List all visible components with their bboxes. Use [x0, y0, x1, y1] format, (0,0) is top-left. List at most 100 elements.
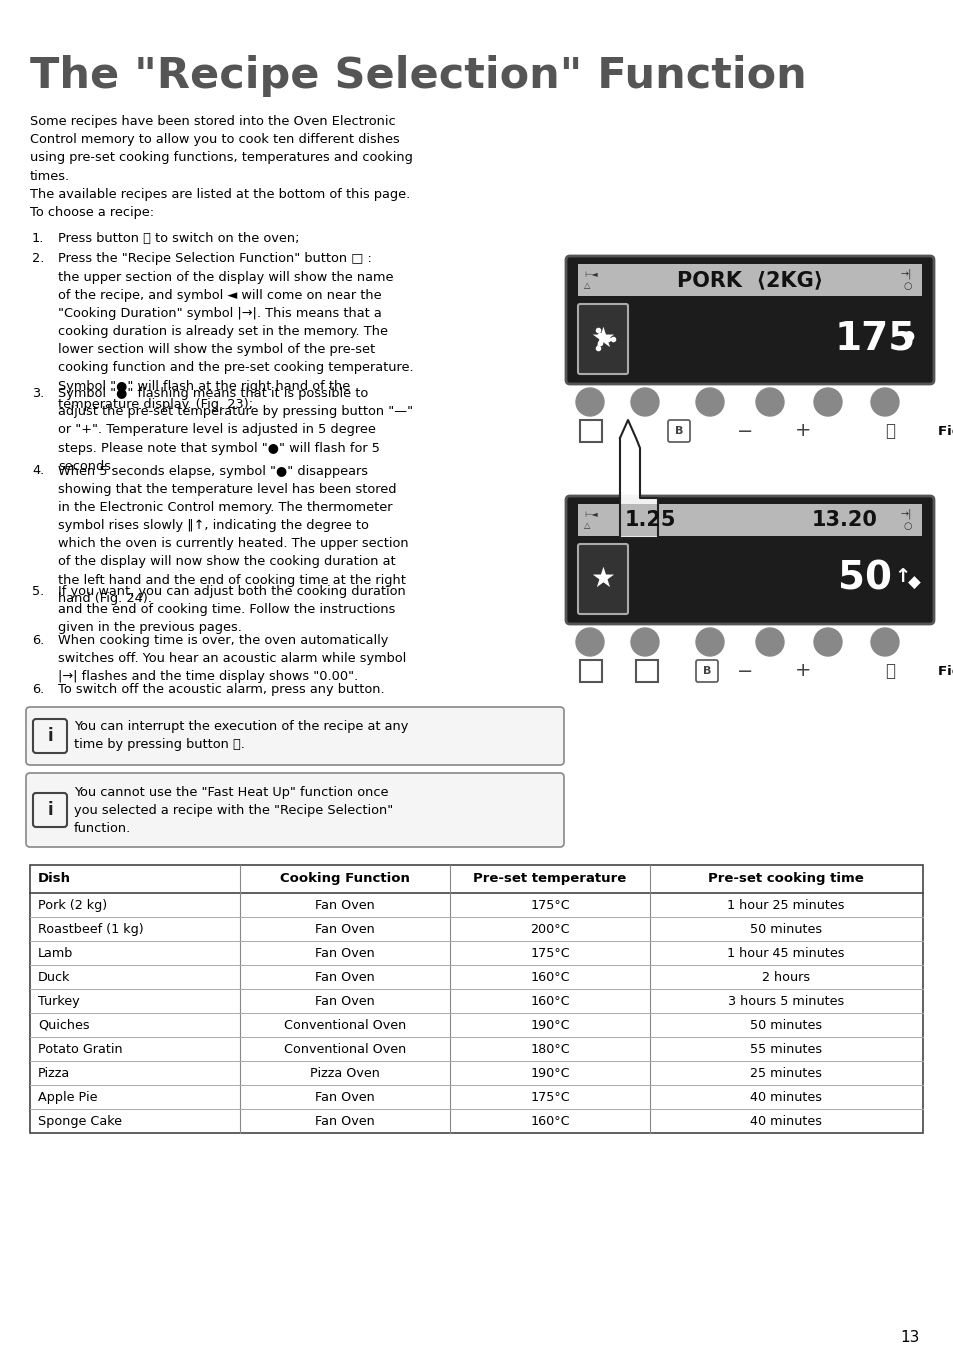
Text: Apple Pie: Apple Pie: [38, 1092, 97, 1104]
Text: 175°C: 175°C: [530, 947, 569, 961]
Text: Lamb: Lamb: [38, 947, 73, 961]
Text: Fan Oven: Fan Oven: [314, 923, 375, 936]
Text: →|
○: →| ○: [900, 508, 911, 531]
Text: ●: ●: [901, 328, 913, 342]
Text: Quiches: Quiches: [38, 1019, 90, 1032]
FancyBboxPatch shape: [26, 773, 563, 847]
Text: ⊢◄
△: ⊢◄ △: [583, 270, 598, 289]
Circle shape: [576, 388, 603, 416]
Text: 13: 13: [900, 1329, 919, 1346]
Text: 160°C: 160°C: [530, 994, 569, 1008]
Text: 1.25: 1.25: [623, 509, 675, 530]
Text: If you want, you can adjust both the cooking duration
and the end of cooking tim: If you want, you can adjust both the coo…: [58, 585, 405, 635]
Text: 175: 175: [834, 320, 915, 358]
Circle shape: [576, 628, 603, 657]
Text: 2.: 2.: [32, 253, 45, 265]
Text: When 5 seconds elapse, symbol "●" disappears
showing that the temperature level : When 5 seconds elapse, symbol "●" disapp…: [58, 465, 408, 605]
Text: Fan Oven: Fan Oven: [314, 994, 375, 1008]
Text: 3.: 3.: [32, 386, 44, 400]
FancyBboxPatch shape: [33, 793, 67, 827]
Text: Conventional Oven: Conventional Oven: [284, 1043, 406, 1056]
Text: i: i: [47, 801, 52, 819]
Text: 175°C: 175°C: [530, 1092, 569, 1104]
Text: 160°C: 160°C: [530, 1115, 569, 1128]
Text: 50 minutes: 50 minutes: [749, 1019, 821, 1032]
Text: Potato Gratin: Potato Gratin: [38, 1043, 123, 1056]
Text: 13.20: 13.20: [811, 509, 877, 530]
Text: 175°C: 175°C: [530, 898, 569, 912]
Text: Dish: Dish: [38, 871, 71, 885]
Text: ◆: ◆: [906, 574, 920, 592]
Bar: [579, 661, 601, 682]
Text: −: −: [736, 662, 753, 681]
Text: i: i: [47, 727, 52, 744]
Text: +: +: [794, 662, 810, 681]
Text: −: −: [736, 422, 753, 440]
Text: 1.: 1.: [32, 232, 45, 245]
Text: 3 hours 5 minutes: 3 hours 5 minutes: [727, 994, 843, 1008]
Text: Conventional Oven: Conventional Oven: [284, 1019, 406, 1032]
Circle shape: [696, 628, 723, 657]
FancyBboxPatch shape: [578, 304, 627, 374]
Bar: [578, 504, 921, 536]
Text: Duck: Duck: [38, 971, 71, 984]
Text: Pre-set temperature: Pre-set temperature: [473, 871, 626, 885]
Text: Pre-set cooking time: Pre-set cooking time: [707, 871, 863, 885]
Text: ★: ★: [590, 565, 615, 593]
Bar: [30, 865, 923, 1133]
Circle shape: [813, 628, 841, 657]
Text: When cooking time is over, the oven automatically
switches off. You hear an acou: When cooking time is over, the oven auto…: [58, 634, 406, 684]
Text: Press the "Recipe Selection Function" button □ :
the upper section of the displa: Press the "Recipe Selection Function" bu…: [58, 253, 414, 411]
Text: 50 minutes: 50 minutes: [749, 923, 821, 936]
Text: You cannot use the "Fast Heat Up" function once
you selected a recipe with the ": You cannot use the "Fast Heat Up" functi…: [74, 786, 393, 835]
Bar: [636, 661, 658, 682]
Circle shape: [696, 388, 723, 416]
Text: 40 minutes: 40 minutes: [749, 1115, 821, 1128]
FancyBboxPatch shape: [26, 707, 563, 765]
Text: →|
○: →| ○: [900, 269, 911, 292]
Text: You can interrupt the execution of the recipe at any
time by pressing button ⓘ.: You can interrupt the execution of the r…: [74, 720, 408, 751]
Text: 25 minutes: 25 minutes: [749, 1067, 821, 1079]
Text: Pork (2 kg): Pork (2 kg): [38, 898, 107, 912]
Text: ⧗: ⧗: [884, 662, 894, 680]
Text: 190°C: 190°C: [530, 1067, 569, 1079]
Circle shape: [630, 628, 659, 657]
Text: +: +: [794, 422, 810, 440]
Circle shape: [755, 388, 783, 416]
Circle shape: [630, 388, 659, 416]
Text: Pizza: Pizza: [38, 1067, 71, 1079]
Text: 190°C: 190°C: [530, 1019, 569, 1032]
Text: Cooking Function: Cooking Function: [280, 871, 410, 885]
Text: ⊢◄
△: ⊢◄ △: [583, 511, 598, 530]
Circle shape: [755, 628, 783, 657]
Text: Sponge Cake: Sponge Cake: [38, 1115, 122, 1128]
FancyBboxPatch shape: [578, 544, 627, 613]
Circle shape: [870, 388, 898, 416]
Text: To switch off the acoustic alarm, press any button.: To switch off the acoustic alarm, press …: [58, 682, 384, 696]
Text: 6.: 6.: [32, 634, 44, 647]
Text: 160°C: 160°C: [530, 971, 569, 984]
Text: Fig. 23: Fig. 23: [937, 424, 953, 438]
Text: Symbol "●" flashing means that it is possible to
adjust the pre-set temperature : Symbol "●" flashing means that it is pos…: [58, 386, 413, 473]
Text: B: B: [674, 426, 682, 436]
Circle shape: [813, 388, 841, 416]
Text: ⧗: ⧗: [884, 422, 894, 440]
Text: PORK  ⟨2KG⟩: PORK ⟨2KG⟩: [677, 270, 822, 290]
Circle shape: [870, 628, 898, 657]
Text: 1 hour 25 minutes: 1 hour 25 minutes: [726, 898, 843, 912]
Text: The "Recipe Selection" Function: The "Recipe Selection" Function: [30, 55, 806, 97]
Text: 55 minutes: 55 minutes: [749, 1043, 821, 1056]
Text: 2 hours: 2 hours: [761, 971, 809, 984]
Text: 180°C: 180°C: [530, 1043, 569, 1056]
Text: Fan Oven: Fan Oven: [314, 971, 375, 984]
Text: Fan Oven: Fan Oven: [314, 898, 375, 912]
FancyBboxPatch shape: [565, 496, 933, 624]
Text: Fan Oven: Fan Oven: [314, 1115, 375, 1128]
Text: 6.: 6.: [32, 682, 44, 696]
Text: 40 minutes: 40 minutes: [749, 1092, 821, 1104]
Text: 50: 50: [837, 561, 891, 598]
Bar: [579, 420, 601, 442]
Text: Fan Oven: Fan Oven: [314, 947, 375, 961]
FancyBboxPatch shape: [33, 719, 67, 753]
Text: Fig. 24: Fig. 24: [937, 665, 953, 677]
